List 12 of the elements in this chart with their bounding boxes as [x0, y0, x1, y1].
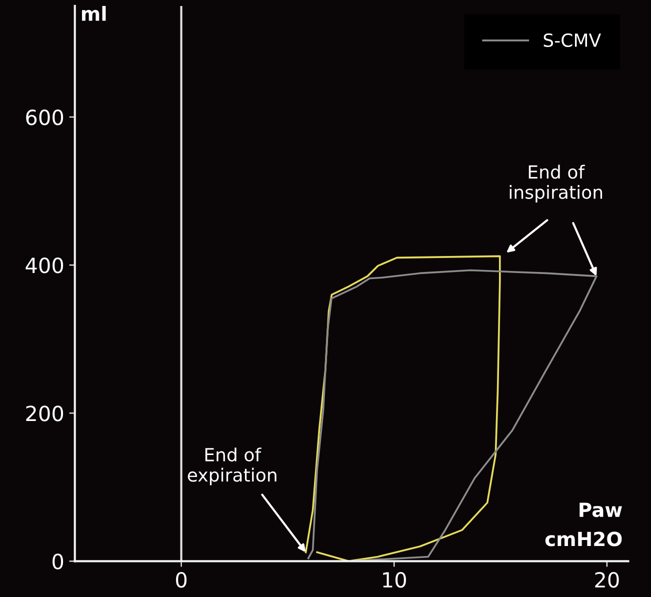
y-tick-label: 200 — [26, 406, 64, 422]
annotation: End of expiration — [188, 448, 276, 486]
x-axis-title: Paw cmH2O — [545, 502, 622, 546]
x-tick-label: 20 — [595, 572, 619, 588]
annotation: End of inspiration — [510, 164, 602, 202]
y-tick-label: 600 — [26, 109, 64, 126]
legend-label: S-CMV — [544, 33, 601, 48]
x-tick-label: 0 — [176, 572, 187, 588]
y-tick-label: 400 — [26, 258, 64, 274]
y-axis-title: ml — [82, 6, 106, 21]
x-tick-label: 10 — [383, 572, 406, 588]
y-tick-label: 0 — [52, 554, 64, 570]
